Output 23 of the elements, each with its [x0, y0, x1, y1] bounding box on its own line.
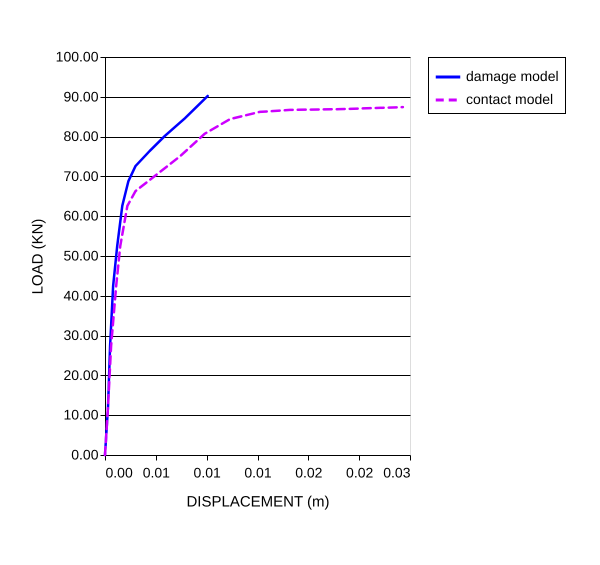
y-tick-label: 60.00: [63, 208, 99, 224]
y-axis-title: LOAD (KN): [30, 218, 47, 294]
x-tick-label: 0.01: [194, 464, 222, 480]
y-tick-label: 100.00: [56, 48, 99, 64]
x-tick-label: 0.01: [244, 464, 272, 480]
legend-label: damage model: [466, 68, 559, 84]
x-tick-label: 0.00: [106, 464, 133, 480]
x-tick-label: 0.03: [383, 464, 411, 480]
y-tick-label: 40.00: [63, 287, 99, 304]
y-tick-label: 30.00: [63, 327, 99, 344]
y-tick-label: 20.00: [63, 366, 99, 383]
y-tick-label: 70.00: [63, 168, 99, 184]
line-series: [104, 106, 404, 456]
x-tick-label: 0.02: [295, 464, 323, 480]
x-tick-label: 0.02: [346, 464, 374, 480]
y-tick-label: 90.00: [63, 88, 99, 104]
x-axis-title: DISPLACEMENT (m): [186, 494, 330, 510]
y-tick-label: 10.00: [63, 406, 99, 423]
legend-label: contact model: [466, 91, 554, 107]
y-tick-label: 0.00: [71, 446, 99, 462]
y-tick-label: 80.00: [63, 128, 99, 144]
y-tick-label: 50.00: [63, 248, 99, 264]
x-tick-label: 0.01: [142, 464, 170, 480]
